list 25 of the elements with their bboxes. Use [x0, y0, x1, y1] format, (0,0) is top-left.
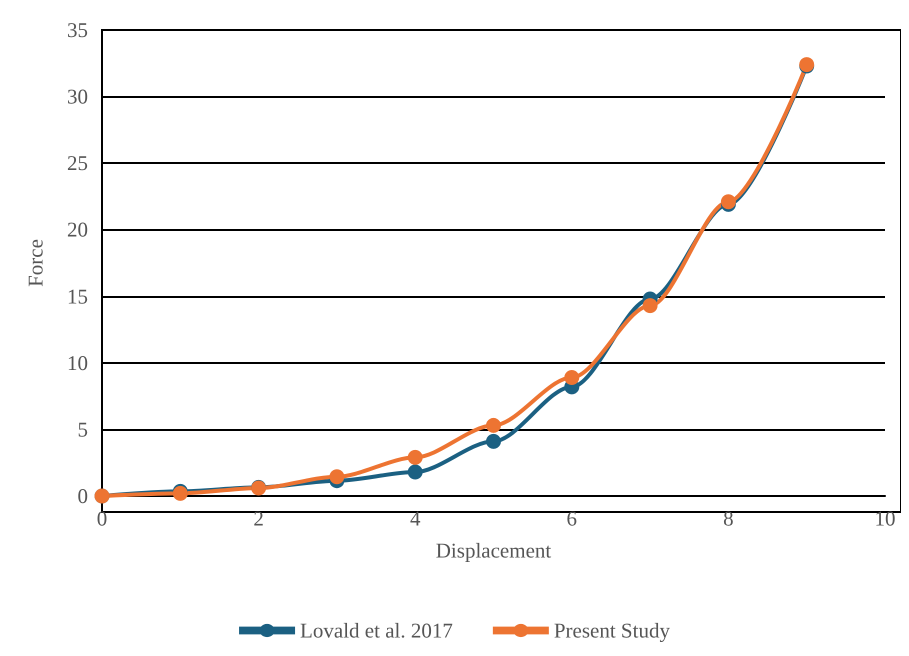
- x-tick-label: 8: [723, 506, 734, 530]
- x-tick-label: 10: [874, 506, 896, 530]
- point: [329, 469, 344, 484]
- y-tick-label: 25: [67, 151, 88, 176]
- y-tick-label: 35: [67, 18, 88, 42]
- y-axis-title: Force: [24, 239, 48, 287]
- x-tick-label: 4: [410, 506, 421, 530]
- y-tick-label: 10: [67, 350, 88, 375]
- point: [486, 434, 501, 449]
- legend-label: Present Study: [554, 618, 670, 642]
- x-tick-label: 2: [253, 506, 264, 530]
- y-tick-label: 15: [67, 284, 88, 308]
- legend-label: Lovald et al. 2017: [300, 618, 453, 642]
- point: [642, 298, 658, 314]
- x-tick-label: 6: [566, 506, 578, 530]
- point: [408, 464, 423, 480]
- point: [564, 370, 580, 385]
- x-tick-label: 0: [96, 506, 108, 530]
- y-tick-label: 30: [67, 84, 88, 109]
- point: [408, 450, 423, 465]
- x-axis-title: Displacement: [436, 538, 552, 562]
- y-tick-label: 0: [78, 484, 88, 508]
- y-tick-label: 20: [67, 218, 88, 242]
- y-tick-label: 5: [78, 417, 88, 442]
- point: [486, 418, 501, 433]
